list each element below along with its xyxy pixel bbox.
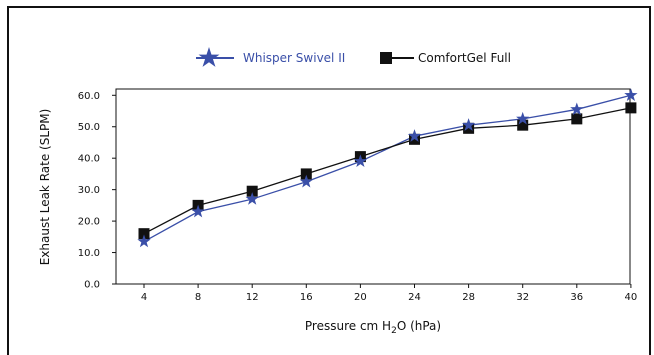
data-point-square: [409, 133, 420, 145]
x-tick-label: 16: [300, 292, 313, 303]
data-point-star: [461, 118, 476, 131]
series-layer: [137, 88, 638, 248]
y-tick-label: 10.0: [78, 248, 100, 259]
legend-item-comfortgel: ComfortGel Full: [380, 51, 511, 65]
x-axis-label: Pressure cm H2O (hPa): [305, 319, 441, 336]
data-point-star: [353, 154, 368, 167]
legend-label-comfortgel: ComfortGel Full: [418, 51, 511, 65]
y-tick-label: 20.0: [78, 217, 100, 228]
chart-frame: [7, 6, 651, 355]
square-marker-icon: [380, 52, 392, 64]
data-point-square: [246, 185, 258, 197]
legend: Whisper Swivel II ComfortGel Full: [196, 47, 511, 67]
x-tick-label: 36: [570, 292, 583, 303]
data-point-star: [137, 234, 151, 248]
data-point-star: [624, 88, 638, 101]
y-tick-label: 60.0: [78, 91, 100, 102]
x-axis: 4 8 12 16 20 24 28 32 36 40: [141, 284, 637, 303]
x-tick-label: 12: [246, 292, 259, 303]
y-tick-label: 0.0: [84, 280, 100, 291]
series-line-1: [143, 94, 632, 243]
data-point-star: [407, 129, 422, 142]
series-line-2: [143, 107, 632, 235]
data-point-square: [571, 113, 583, 125]
x-tick-label: 20: [354, 292, 367, 303]
x-tick-label: 28: [462, 292, 475, 303]
data-point-square: [517, 119, 529, 131]
data-point-star: [191, 204, 205, 218]
data-point-star: [299, 174, 313, 188]
data-point-star: [516, 111, 530, 125]
data-point-star: [570, 102, 584, 116]
y-tick-label: 50.0: [78, 122, 100, 133]
y-axis-label: Exhaust Leak Rate (SLPM): [38, 109, 52, 266]
data-point-square: [463, 122, 475, 134]
y-axis: 0.0 10.0 20.0 30.0 40.0 50.0 60.0: [78, 91, 116, 291]
x-tick-label: 4: [141, 292, 147, 303]
x-tick-label: 8: [195, 292, 201, 303]
data-point-square: [300, 168, 312, 180]
data-point-square: [138, 228, 150, 240]
x-tick-label: 24: [408, 292, 421, 303]
plot-area: [115, 88, 631, 285]
x-tick-label: 32: [516, 292, 529, 303]
legend-item-whisper-swivel: Whisper Swivel II: [196, 47, 345, 67]
star-marker-icon: [198, 47, 220, 67]
data-point-star: [245, 192, 259, 205]
y-tick-label: 30.0: [78, 185, 100, 196]
y-tick-label: 40.0: [78, 154, 100, 165]
data-point-square: [625, 102, 637, 114]
legend-label-whisper-swivel: Whisper Swivel II: [243, 51, 345, 65]
x-tick-label: 40: [625, 292, 638, 303]
